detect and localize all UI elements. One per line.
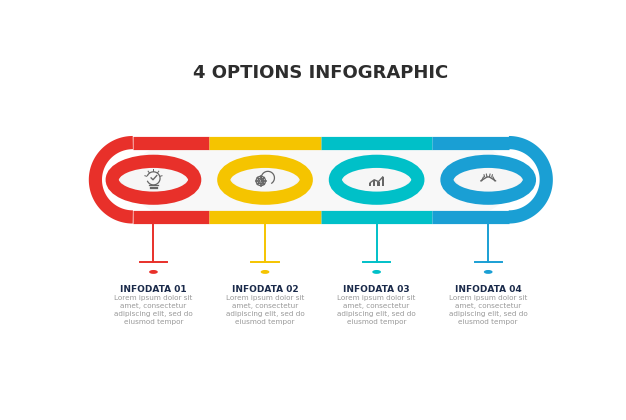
- Ellipse shape: [455, 164, 521, 192]
- Ellipse shape: [232, 164, 298, 192]
- Ellipse shape: [382, 176, 383, 178]
- Text: Lorem ipsum dolor sit
amet, consectetur
adipiscing elit, sed do
eiusmod tempor: Lorem ipsum dolor sit amet, consectetur …: [337, 294, 416, 325]
- Ellipse shape: [344, 164, 409, 192]
- Text: INFODATA 01: INFODATA 01: [120, 285, 187, 294]
- Ellipse shape: [120, 164, 187, 192]
- Ellipse shape: [338, 164, 420, 201]
- Ellipse shape: [149, 270, 158, 274]
- Text: Lorem ipsum dolor sit
amet, consectetur
adipiscing elit, sed do
eiusmod tempor: Lorem ipsum dolor sit amet, consectetur …: [114, 294, 193, 325]
- Text: INFODATA 03: INFODATA 03: [343, 285, 410, 294]
- Bar: [373, 180, 376, 186]
- Ellipse shape: [226, 164, 309, 201]
- Bar: [382, 177, 384, 186]
- Ellipse shape: [447, 161, 530, 198]
- Ellipse shape: [336, 161, 418, 198]
- Text: 4 OPTIONS INFOGRAPHIC: 4 OPTIONS INFOGRAPHIC: [193, 64, 448, 82]
- Ellipse shape: [260, 270, 269, 274]
- Ellipse shape: [449, 164, 532, 201]
- Ellipse shape: [223, 161, 306, 198]
- FancyBboxPatch shape: [133, 142, 509, 217]
- Ellipse shape: [372, 270, 381, 274]
- Text: INFODATA 04: INFODATA 04: [455, 285, 521, 294]
- Text: Lorem ipsum dolor sit
amet, consectetur
adipiscing elit, sed do
eiusmod tempor: Lorem ipsum dolor sit amet, consectetur …: [225, 294, 304, 325]
- Ellipse shape: [112, 161, 195, 198]
- Text: Lorem ipsum dolor sit
amet, consectetur
adipiscing elit, sed do
eiusmod tempor: Lorem ipsum dolor sit amet, consectetur …: [449, 294, 528, 325]
- Ellipse shape: [115, 164, 197, 201]
- Bar: [369, 183, 371, 186]
- Ellipse shape: [484, 270, 493, 274]
- Bar: [377, 181, 380, 186]
- Text: INFODATA 02: INFODATA 02: [232, 285, 299, 294]
